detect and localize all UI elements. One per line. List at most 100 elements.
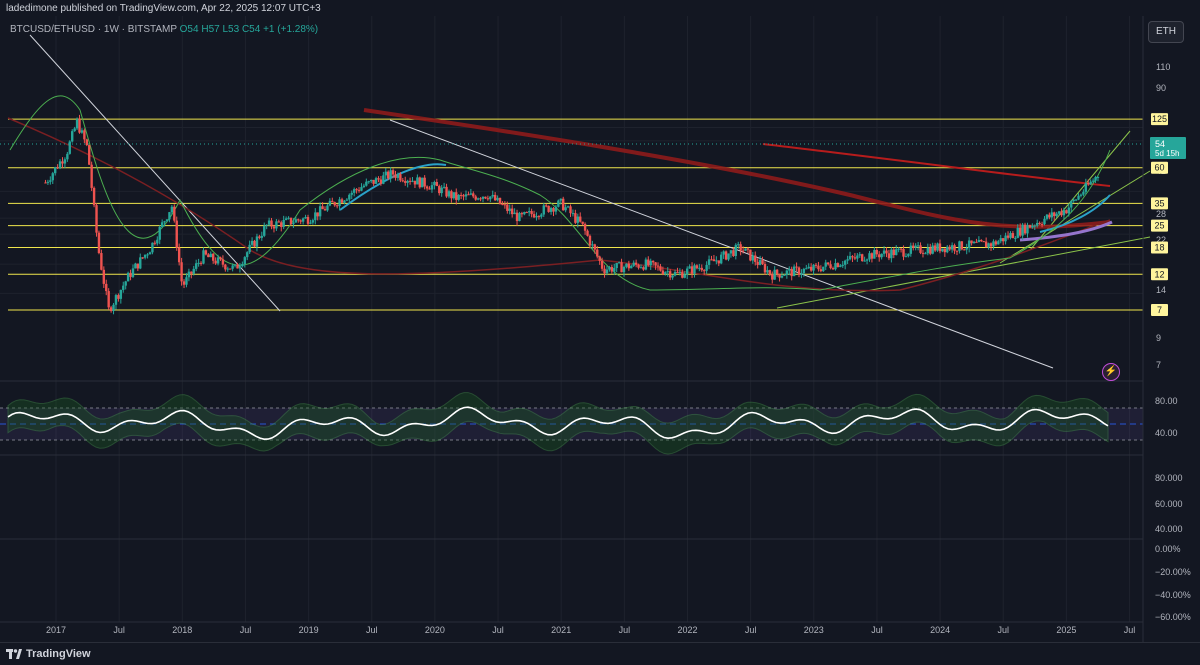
candle-body — [746, 248, 750, 250]
candle-body — [231, 265, 234, 269]
candle-body — [724, 251, 728, 260]
candle-body — [617, 262, 621, 264]
candle-body — [73, 128, 76, 132]
pane4-tick: −60.00% — [1155, 612, 1191, 622]
candle-body — [165, 219, 169, 222]
candle-body — [651, 260, 655, 263]
candle-body — [1021, 224, 1024, 236]
candle-body — [476, 198, 480, 200]
candle-body — [644, 259, 648, 270]
candle-body — [620, 262, 623, 273]
candle-body — [333, 202, 336, 206]
candle-body — [233, 264, 237, 266]
candle-body — [1053, 212, 1056, 217]
candle-body — [627, 263, 631, 269]
candle-body — [455, 192, 458, 200]
price-tick: 7 — [1156, 360, 1161, 370]
candle-body — [182, 281, 186, 285]
candle-body — [194, 263, 198, 269]
level-badge-label: 25 — [1154, 221, 1164, 231]
candle-body — [907, 253, 910, 257]
level-badge-label: 60 — [1154, 163, 1164, 173]
candle-body — [598, 256, 601, 261]
candle-body — [919, 245, 922, 253]
currency-button[interactable]: ETH — [1148, 21, 1184, 43]
candle-body — [851, 256, 854, 258]
time-tick: 2020 — [425, 625, 445, 635]
candle-body — [282, 219, 285, 227]
candle-body — [413, 180, 417, 185]
candle-body — [170, 206, 174, 213]
candle-body — [75, 119, 79, 129]
candle-body — [508, 208, 511, 211]
candle-body — [768, 270, 772, 275]
candle-body — [255, 236, 259, 247]
candle-body — [1077, 195, 1080, 200]
candle-body — [56, 167, 59, 169]
candle-body — [749, 249, 752, 261]
candle-body — [394, 174, 397, 178]
candle-body — [61, 161, 64, 164]
candle-body — [569, 206, 572, 214]
candle-body — [630, 265, 633, 269]
candle-body — [970, 240, 973, 244]
candle-body — [202, 250, 205, 264]
candle-body — [868, 253, 871, 260]
candle-body — [741, 250, 745, 252]
candle-body — [1084, 183, 1088, 192]
lightning-icon[interactable]: ⚡ — [1102, 363, 1120, 381]
candle-body — [518, 213, 521, 222]
candle-body — [887, 253, 891, 259]
candle-body — [695, 265, 699, 269]
trendline-2019 — [389, 119, 1054, 369]
candle-body — [484, 196, 487, 199]
candle-body — [722, 251, 725, 255]
candle-body — [975, 241, 978, 243]
symbol-legend[interactable]: BTCUSD/ETHUSD · 1W · BITSTAMP O54 H57 L5… — [10, 24, 318, 35]
candle-body — [168, 212, 171, 220]
symbol-name[interactable]: BTCUSD/ETHUSD · 1W · BITSTAMP — [10, 24, 177, 35]
candle-body — [863, 260, 866, 262]
candle-body — [105, 283, 108, 292]
candle-body — [948, 246, 951, 250]
candle-body — [797, 267, 801, 275]
candle-body — [265, 224, 268, 226]
candle-body — [267, 220, 271, 225]
candle-body — [523, 212, 526, 215]
candle-body — [493, 194, 497, 201]
ma-blue-2025 — [1039, 194, 1111, 233]
candle-body — [328, 200, 332, 206]
candle-body — [199, 262, 203, 264]
candle-body — [860, 254, 864, 261]
candle-body — [824, 262, 827, 267]
candle-body — [987, 243, 990, 248]
candle-body — [712, 259, 716, 262]
candle-body — [715, 260, 718, 262]
candle-body — [469, 193, 473, 195]
candle-body — [790, 268, 793, 277]
price-tick: 14 — [1156, 285, 1166, 295]
candle-body — [1065, 210, 1068, 214]
candle-body — [856, 255, 859, 259]
last-price-badge — [1150, 137, 1186, 159]
candle-body — [158, 226, 161, 240]
candle-body — [92, 187, 96, 206]
candle-body — [146, 254, 149, 256]
candle-body — [622, 266, 626, 273]
candle-body — [805, 268, 808, 270]
candle-body — [637, 264, 640, 268]
candle-body — [751, 255, 755, 261]
candle-body — [795, 266, 798, 268]
candle-body — [160, 222, 164, 227]
candle-body — [576, 216, 580, 223]
candle-body — [58, 161, 62, 169]
candle-body — [156, 239, 159, 244]
candle-body — [360, 187, 363, 191]
candle-body — [532, 214, 536, 218]
candle-body — [243, 257, 246, 264]
candle-body — [873, 249, 876, 259]
candle-body — [593, 244, 597, 250]
candle-body — [542, 205, 545, 215]
candle-body — [941, 248, 944, 252]
